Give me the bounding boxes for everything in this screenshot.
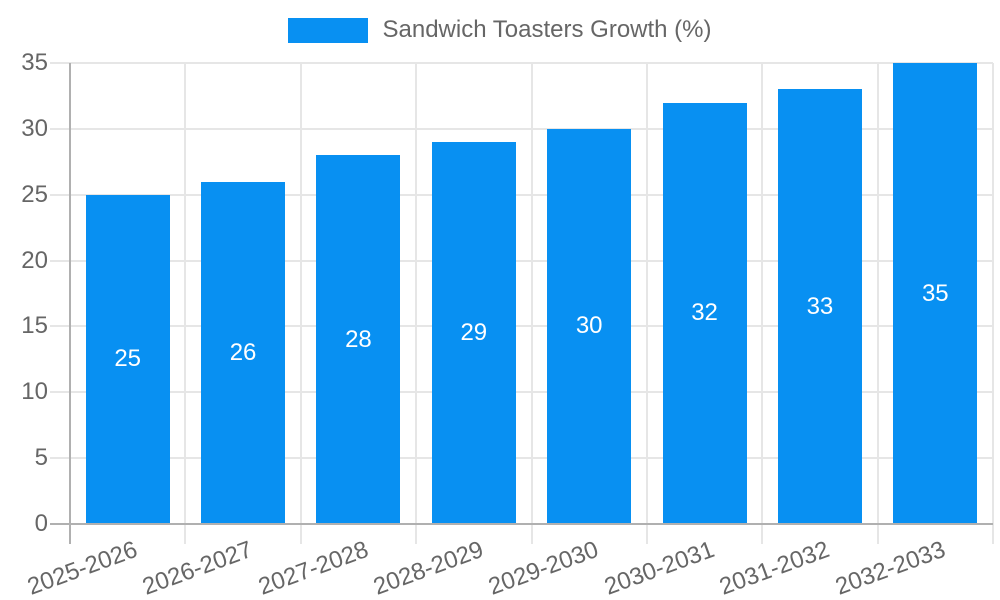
- h-gridline: [50, 457, 993, 460]
- x-tick-label: 2031-2032: [716, 536, 834, 600]
- y-tick-label: 15: [21, 312, 48, 340]
- bar-2027-2028[interactable]: [316, 155, 401, 524]
- h-gridline: [50, 127, 993, 130]
- bar-2031-2032[interactable]: [777, 89, 862, 524]
- bar-2032-2033[interactable]: [893, 63, 978, 524]
- y-tick-label: 20: [21, 246, 48, 274]
- legend-label: Sandwich Toasters Growth (%): [382, 16, 712, 43]
- bar-value-label: 28: [345, 325, 372, 353]
- bar-value-label: 25: [114, 345, 142, 373]
- x-tick-label: 2029-2030: [485, 536, 603, 600]
- x-tick-label: 2026-2027: [139, 536, 257, 600]
- y-tick-label: 25: [21, 180, 48, 208]
- bar-2028-2029[interactable]: [431, 142, 516, 524]
- x-tick-label: 2032-2033: [831, 536, 949, 600]
- h-gridline: [50, 259, 993, 262]
- y-axis-line: [69, 63, 71, 544]
- v-gridline: [761, 63, 764, 544]
- bar-2030-2031[interactable]: [662, 102, 747, 524]
- bar-2029-2030[interactable]: [547, 128, 632, 524]
- x-tick-label: 2025-2026: [23, 536, 141, 600]
- v-gridline: [299, 63, 302, 544]
- x-tick-label: 2028-2029: [369, 536, 488, 600]
- bar-value-label: 35: [921, 279, 949, 307]
- bar-2026-2027[interactable]: [201, 181, 286, 524]
- y-tick-label: 10: [21, 378, 48, 406]
- y-tick-label: 0: [34, 510, 48, 537]
- legend-swatch-icon: [288, 17, 369, 43]
- legend: Sandwich Toasters Growth (%): [0, 14, 1000, 46]
- h-gridline: [50, 325, 993, 328]
- y-tick-label: 30: [21, 114, 48, 142]
- bar-value-label: 32: [691, 299, 718, 327]
- y-tick-label: 35: [21, 49, 48, 76]
- v-gridline: [992, 63, 994, 544]
- bar-value-label: 33: [806, 292, 834, 320]
- x-tick-label: 2030-2031: [600, 536, 718, 600]
- bar-value-label: 29: [460, 319, 488, 346]
- x-tick-label: 2027-2028: [254, 536, 372, 600]
- v-gridline: [530, 63, 533, 544]
- bar-value-label: 26: [229, 338, 257, 366]
- v-gridline: [645, 63, 648, 544]
- h-gridline: [50, 193, 993, 196]
- v-gridline: [184, 63, 187, 544]
- bar-value-label: 30: [575, 312, 603, 340]
- y-tick-label: 5: [34, 444, 48, 472]
- v-gridline: [415, 63, 418, 544]
- legend-item[interactable]: Sandwich Toasters Growth (%): [288, 16, 712, 44]
- h-gridline: [50, 391, 993, 394]
- v-gridline: [876, 63, 879, 544]
- bar-2025-2026[interactable]: [85, 194, 170, 524]
- h-gridline: [50, 62, 993, 64]
- x-axis-line: [50, 523, 993, 525]
